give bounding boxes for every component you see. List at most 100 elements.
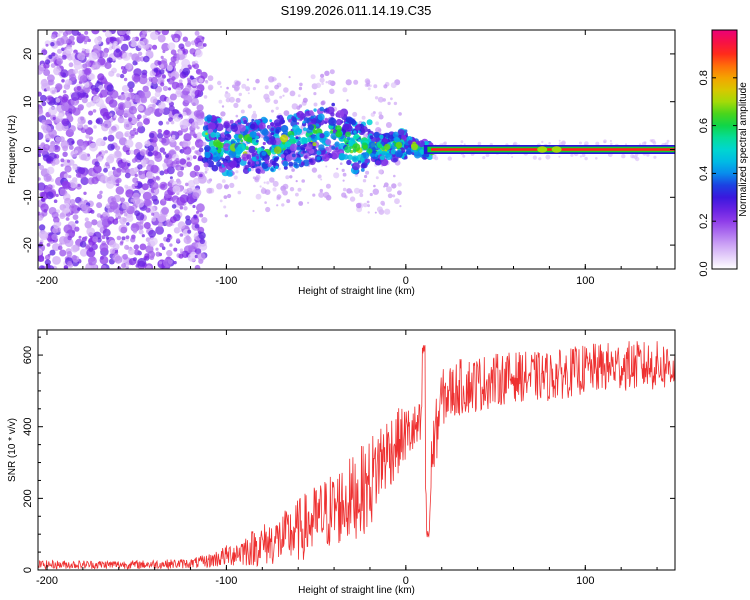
faint-blob	[376, 206, 383, 213]
noise-blob	[187, 229, 192, 234]
ridge-blob	[351, 162, 360, 171]
noise-blob	[56, 66, 60, 69]
noise-blob	[38, 224, 46, 231]
halo-blob	[609, 139, 613, 143]
noise-blob	[189, 170, 197, 178]
noise-blob	[186, 161, 192, 168]
noise-blob	[120, 226, 128, 234]
noise-blob	[183, 235, 192, 245]
noise-blob	[38, 164, 45, 171]
noise-blob	[61, 79, 65, 83]
noise-blob	[64, 165, 72, 173]
halo-blob	[558, 142, 563, 146]
faint-blob	[266, 181, 270, 185]
noise-blob	[133, 75, 141, 83]
noise-blob	[47, 96, 52, 101]
noise-blob	[158, 261, 163, 265]
noise-blob	[46, 86, 51, 92]
noise-blob	[189, 130, 196, 136]
faint-blob	[349, 196, 356, 202]
ridge-blob	[229, 160, 238, 169]
noise-blob	[128, 258, 137, 266]
ridge-blob	[282, 160, 289, 167]
faint-blob	[399, 205, 402, 208]
ridge-blob	[255, 168, 261, 174]
ridge-blob	[251, 156, 257, 162]
noise-blob	[61, 118, 70, 127]
noise-blob	[48, 54, 53, 60]
noise-blob	[169, 179, 173, 184]
y-axis-title: SNR (10 * v/v)	[7, 418, 18, 482]
faint-blob	[247, 92, 250, 95]
noise-blob	[80, 116, 85, 121]
ridge-blob	[299, 137, 308, 145]
halo-blob	[666, 139, 670, 143]
noise-blob	[67, 261, 73, 266]
noise-blob	[158, 102, 166, 110]
ridge-blob	[364, 159, 369, 164]
faint-blob	[381, 202, 385, 206]
faint-blob	[310, 74, 316, 80]
noise-blob	[190, 216, 200, 225]
faint-blob	[291, 168, 295, 172]
faint-blob	[298, 86, 303, 91]
ridge-blob	[345, 116, 353, 124]
noise-blob	[191, 146, 196, 150]
noise-blob	[78, 106, 84, 111]
ridge-blob	[386, 150, 390, 154]
noise-blob	[83, 191, 87, 195]
ridge-blob	[212, 147, 217, 153]
noise-blob	[124, 132, 129, 137]
noise-blob	[126, 222, 130, 226]
ridge-blob	[213, 152, 217, 155]
faint-blob	[216, 183, 223, 190]
faint-blob	[375, 176, 379, 180]
noise-blob	[159, 242, 164, 248]
noise-blob	[38, 201, 41, 206]
faint-blob	[355, 202, 362, 209]
noise-blob	[182, 111, 187, 117]
faint-blob	[221, 179, 226, 184]
noise-blob	[117, 116, 125, 124]
noise-blob	[70, 244, 79, 253]
noise-blob	[129, 149, 134, 155]
faint-blob	[219, 199, 223, 203]
noise-blob	[124, 172, 131, 179]
noise-blob	[114, 255, 123, 264]
noise-blob	[94, 87, 100, 93]
faint-blob	[374, 211, 377, 214]
ridge-blob	[302, 159, 310, 167]
colorbar: 0.0 0.2 0.4 0.6 0.8 Normalized spectral ampli…	[698, 29, 749, 277]
faint-blob	[235, 97, 241, 103]
noise-blob	[49, 87, 58, 95]
ridge-blob	[204, 151, 211, 159]
ridge-blob	[312, 142, 317, 147]
faint-blob	[224, 214, 228, 218]
x-tick-label: -200	[36, 275, 58, 287]
noise-blob	[43, 78, 47, 82]
faint-blob	[329, 69, 335, 75]
noise-blob	[64, 79, 72, 86]
ridge-blob	[331, 151, 340, 159]
noise-blob	[183, 206, 188, 211]
noise-blob	[71, 254, 78, 261]
faint-blob	[386, 186, 392, 193]
noise-blob	[194, 150, 198, 154]
ridge-blob	[246, 136, 253, 143]
noise-blob	[171, 76, 176, 81]
faint-blob	[207, 75, 214, 82]
noise-blob	[188, 244, 194, 251]
faint-blob	[269, 177, 275, 183]
noise-blob	[187, 80, 191, 84]
faint-blob	[391, 183, 397, 189]
noise-blob	[86, 153, 90, 157]
noise-blob	[108, 99, 118, 108]
ridge-blob	[331, 102, 336, 107]
halo-blob	[447, 156, 452, 161]
noise-blob	[191, 121, 199, 129]
noise-blob	[123, 77, 128, 82]
noise-blob	[171, 134, 176, 139]
noise-blob	[48, 129, 57, 138]
noise-blob	[112, 218, 119, 225]
noise-blob	[199, 238, 205, 244]
